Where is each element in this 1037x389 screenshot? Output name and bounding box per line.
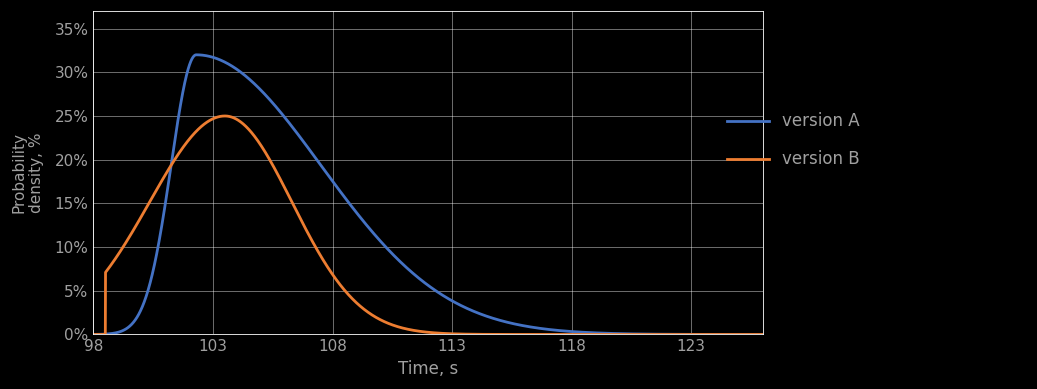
- version B: [373, 317, 386, 322]
- Line: version B: version B: [93, 116, 763, 335]
- version A: [164, 172, 176, 176]
- version B: [164, 165, 176, 170]
- version B: [203, 118, 216, 123]
- version B: [672, 332, 684, 337]
- Legend: version A, version B: version A, version B: [719, 104, 868, 177]
- version A: [744, 332, 756, 337]
- version B: [757, 332, 769, 337]
- version A: [190, 53, 202, 57]
- version B: [87, 332, 100, 337]
- version B: [219, 114, 231, 118]
- version A: [87, 332, 100, 337]
- version B: [744, 332, 756, 337]
- version A: [757, 332, 769, 337]
- version A: [344, 202, 357, 207]
- version A: [373, 238, 386, 242]
- Line: version A: version A: [93, 55, 763, 335]
- version B: [344, 294, 357, 299]
- Y-axis label: Probability
density, %: Probability density, %: [11, 132, 44, 213]
- X-axis label: Time, s: Time, s: [398, 360, 458, 378]
- version A: [203, 54, 216, 59]
- version A: [672, 332, 684, 336]
